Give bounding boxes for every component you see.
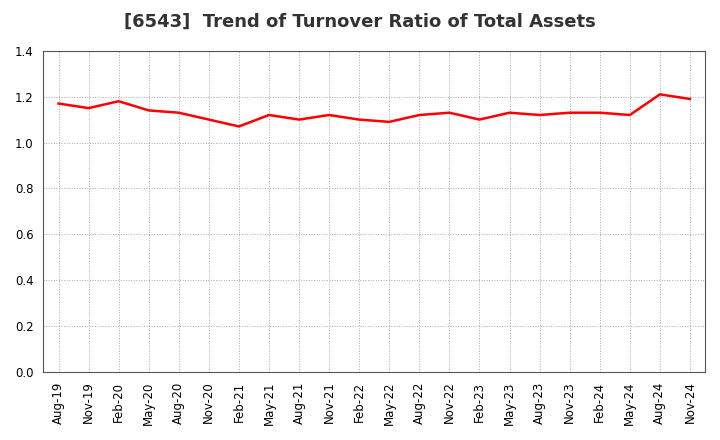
Text: [6543]  Trend of Turnover Ratio of Total Assets: [6543] Trend of Turnover Ratio of Total … [124, 13, 596, 31]
